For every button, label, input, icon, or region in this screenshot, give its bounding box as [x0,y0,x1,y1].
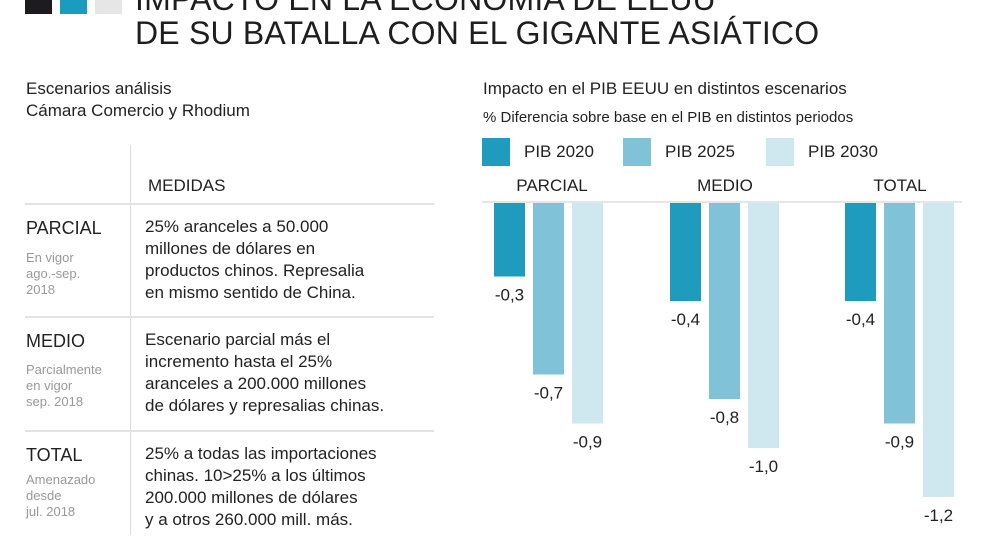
legend-item: PIB 2020 [482,138,594,166]
chart-title: Impacto en el PIB EEUU en distintos esce… [483,79,847,98]
chart-baseline [482,201,962,203]
legend-swatch [766,138,794,166]
data-label: -1,2 [924,506,953,525]
subtitle-line-1: Escenarios análisis [26,79,172,98]
bar [748,203,779,448]
title-line-2: DE SU BATALLA CON EL GIGANTE ASIÁTICO [135,15,820,51]
bar [572,203,603,424]
category-label: MEDIO [697,176,753,195]
bar [884,203,915,424]
row-desc: Escenario parcial más el incremento hasta… [145,330,385,415]
data-label: -0,3 [495,286,524,305]
brand-square-blue [60,0,87,14]
row-desc: 25% a todas las importaciones chinas. 10>… [145,444,377,529]
chart-subtitle: % Diferencia sobre base en el PIB en dis… [483,109,854,126]
legend-item: PIB 2025 [623,138,735,166]
row-divider [25,430,434,432]
bar [494,203,525,277]
category-label: TOTAL [873,176,927,195]
legend-item: PIB 2030 [766,138,878,166]
data-label: -0,8 [710,408,739,427]
subtitle-line-2: Cámara Comercio y Rhodium [26,101,250,120]
row-divider [25,316,434,318]
data-label: -0,9 [885,433,914,452]
row-name: PARCIAL [26,218,102,238]
row-note: Amenazado desde jul. 2018 [26,472,96,519]
bar [845,203,876,301]
brand-square-grey [95,0,122,14]
legend-swatch [623,138,651,166]
brand-square-dark [25,0,52,14]
bar [670,203,701,301]
data-label: -0,4 [846,310,875,329]
bar [533,203,564,375]
row-desc: 25% aranceles a 50.000 millones de dólare… [145,217,365,302]
legend-swatch [482,138,510,166]
row-divider [25,203,434,205]
row-note: En vigor ago.-sep. 2018 [26,250,81,297]
page-title: IMPACTO EN LA ECONOMÍA DE EEUU DE SU BAT… [135,0,819,50]
table-subtitle: Escenarios análisis Cámara Comercio y Rh… [26,78,250,122]
data-label: -0,4 [671,310,700,329]
table-divider [130,145,131,535]
bar [709,203,740,399]
data-label: -0,7 [534,384,563,403]
row-name: TOTAL [26,445,83,465]
column-header: MEDIDAS [148,176,226,195]
title-line-1: IMPACTO EN LA ECONOMÍA DE EEUU [135,0,819,16]
row-name: MEDIO [26,331,86,351]
row-note: Parcialmente en vigor sep. 2018 [26,362,102,409]
data-label: -0,9 [573,433,602,452]
bar [923,203,954,497]
category-label: PARCIAL [516,176,588,195]
data-label: -1,0 [749,457,778,476]
